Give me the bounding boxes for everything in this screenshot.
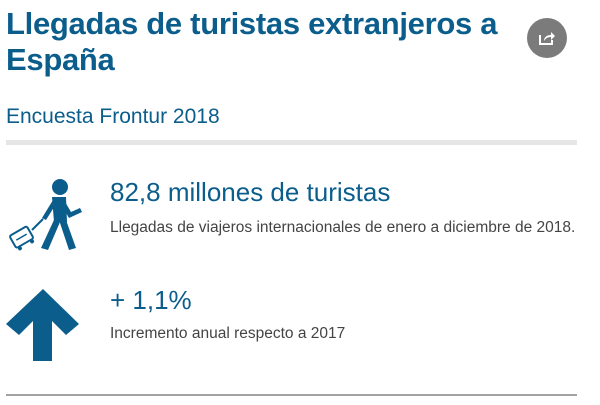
annual-increase-description: Incremento anual respecto a 2017 (110, 325, 346, 342)
tourist-count-value: 82,8 millones de turistas (110, 177, 391, 207)
header-divider (6, 140, 577, 145)
page-title: Llegadas de turistas extranjeros a Españ… (6, 6, 498, 77)
share-icon (539, 32, 555, 45)
footer-divider (6, 394, 577, 396)
share-button[interactable] (527, 18, 567, 58)
tourist-count-description: Llegadas de viajeros internacionales de … (110, 219, 576, 236)
stat-annual-increase: + 1,1% Incremento anual respecto a 2017 (0, 280, 600, 370)
stat-tourist-count: 82,8 millones de turistas Llegadas de vi… (0, 170, 600, 270)
annual-increase-value: + 1,1% (110, 285, 192, 315)
traveler-with-suitcase-icon (4, 178, 84, 258)
arrow-up-icon (5, 287, 81, 368)
subtitle: Encuesta Frontur 2018 (6, 105, 220, 128)
